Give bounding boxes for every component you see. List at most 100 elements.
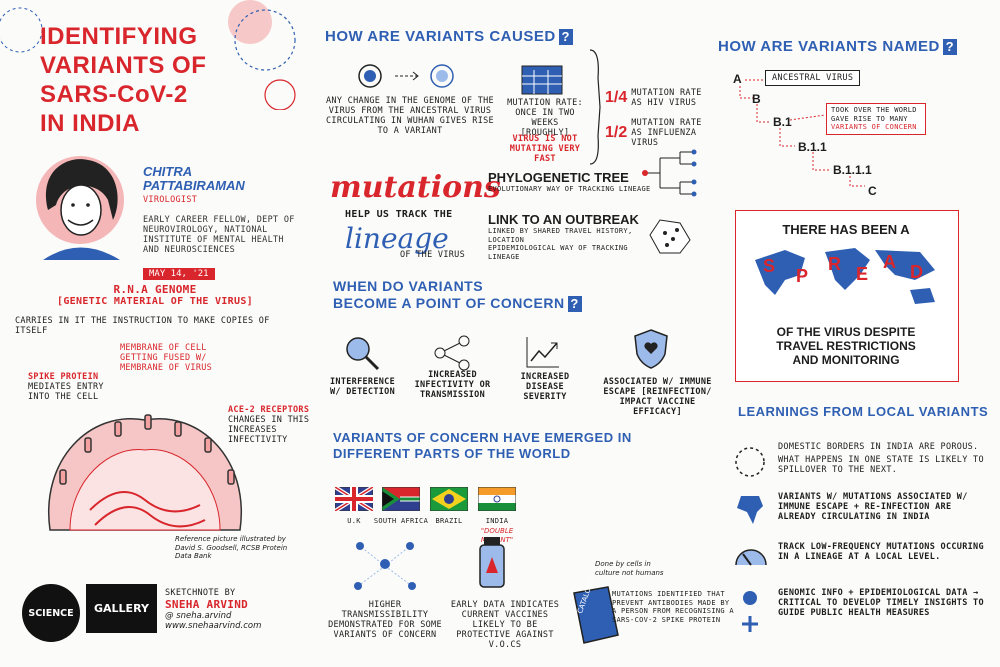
learning-1b: WHAT HAPPENS IN ONE STATE IS LIKELY TO S… — [778, 455, 984, 475]
learning-1: DOMESTIC BORDERS IN INDIA ARE POROUS. WH… — [778, 442, 990, 475]
south-africa-flag-icon — [382, 487, 420, 511]
ace2-desc: CHANGES IN THIS INCREASES INFECTIVITY — [228, 415, 310, 445]
frac1-row: 1/4 MUTATION RATE AS HIV VIRUS — [605, 88, 715, 108]
voc-text: VARIANTS OF CONCERN — [831, 123, 917, 131]
name-b111: B.1.1.1 — [833, 163, 872, 177]
brazil-flag-icon — [430, 487, 468, 511]
name-b1: B.1 — [773, 115, 792, 129]
concern-item: INCREASED INFECTIVITY OR TRANSMISSION — [414, 370, 491, 400]
done-by-note: Done by cells in culture not humans — [595, 560, 664, 577]
of-virus-text: OF THE VIRUS — [400, 250, 466, 260]
catalogue-book-icon — [573, 586, 619, 644]
phylo-tree-icon — [642, 149, 697, 197]
spread-letter: P — [796, 266, 809, 286]
rate-note: [ROUGHLY] — [520, 128, 570, 138]
credit-label: SKETCHNOTE BY — [165, 588, 236, 598]
credit-site: www.snehaarvind.com — [165, 621, 262, 631]
took-over-box: TOOK OVER THE WORLD GAVE RISE TO MANY VA… — [826, 103, 926, 135]
ace2-title: ACE-2 RECEPTORS — [228, 405, 310, 415]
concern-item: INCREASED DISEASE SEVERITY — [520, 372, 570, 402]
flag-label: SOUTH AFRICA — [373, 517, 429, 525]
bracket — [589, 49, 601, 165]
link-desc: LINKED BY SHARED TRAVEL HISTORY, LOCATIO… — [488, 227, 633, 244]
question-icon: ? — [567, 296, 582, 312]
concern-item: INTERFERENCE W/ DETECTION — [329, 377, 395, 397]
data-plus-icon — [742, 591, 758, 632]
emerged-heading-2: DIFFERENT PARTS OF THE WORLD — [333, 446, 571, 461]
spread-letter: E — [856, 264, 869, 284]
transmission-people-icon — [354, 542, 416, 590]
learnings-heading: LEARNINGS FROM LOCAL VARIANTS — [738, 404, 989, 419]
concern-heading-1: WHEN DO VARIANTS — [333, 278, 484, 294]
dashed-circle-icon — [735, 447, 765, 477]
magnifier-icon — [346, 337, 380, 371]
credit-block: SKETCHNOTE BY SNEHA ARVIND @ sneha.arvin… — [165, 588, 305, 631]
mutations-word: mutations — [330, 170, 501, 205]
gallery-logo: GALLERY — [86, 584, 157, 633]
shield-icon — [634, 329, 668, 369]
learning-4: GENOMIC INFO + EPIDEMIOLOGICAL DATA → CR… — [778, 588, 984, 618]
rna-title: R.N.A GENOME — [113, 283, 197, 296]
early-text: EARLY DATA INDICATES CURRENT VACCINES li… — [450, 600, 560, 650]
vaccine-icon — [479, 537, 505, 588]
chart-up-icon — [526, 337, 559, 368]
ace2-label: ACE-2 RECEPTORS CHANGES IN THIS INCREASE… — [228, 405, 323, 445]
uk-flag-icon — [335, 487, 373, 511]
named-heading-text: HOW ARE VARIANTS NAMED — [718, 38, 940, 55]
higher-text: HIGHER TRANSMISSIBILITY DEMONSTRATED FOR… — [328, 600, 442, 640]
name-b: B — [752, 92, 761, 106]
spike-label: SPIKE PROTEIN MEDIATES ENTRY INTO THE CE… — [28, 372, 113, 402]
rna-subtitle: [GENETIC MATERIAL OF THE VIRUS] — [57, 296, 253, 307]
network-icon — [434, 335, 470, 371]
spread-bottom-3: AND MONITORING — [792, 353, 900, 367]
question-icon: ? — [558, 29, 573, 45]
not-mutating: VIRUS IS NOT MUTATING VERY FAST — [509, 134, 581, 164]
question-icon: ? — [942, 39, 957, 55]
rate-title-text: MUTATION RATE: ONCE IN TWO WEEKS — [507, 98, 583, 128]
title-line: SARS-CoV-2 — [40, 81, 188, 108]
spike-title: SPIKE PROTEIN — [28, 372, 99, 382]
speaker-name: CHITRA — [143, 164, 193, 179]
learning-1a: DOMESTIC BORDERS IN INDIA ARE POROUS. — [778, 442, 979, 452]
caused-heading: HOW ARE VARIANTS CAUSED? — [325, 28, 573, 45]
naming-tree-lines — [739, 79, 865, 187]
gallery-logo-text: GALLERY — [94, 602, 149, 615]
link-block: LINK TO AN OUTBREAK LINKED BY SHARED TRA… — [488, 212, 663, 261]
india-flag-icon — [478, 487, 516, 511]
frac1: 1/4 — [605, 89, 628, 106]
india-map-icon — [737, 496, 763, 524]
reference-note: Reference picture illustrated by David S… — [175, 535, 288, 560]
spike-desc: MEDIATES ENTRY INTO THE CELL — [28, 382, 104, 402]
outbreak-map-icon — [649, 219, 691, 254]
speaker-name: PATTABIRAMAN — [143, 178, 245, 193]
spread-letter: D — [910, 262, 923, 282]
credit-handle: @ sneha.arvind — [165, 611, 232, 621]
speaker-info: CHITRA PATTABIRAMAN VIROLOGIST EARLY CAR… — [143, 165, 303, 280]
tree-block: PHYLOGENETIC TREE EVOLUTIONARY WAY OF TR… — [488, 170, 668, 194]
emerged-heading: VARIANTS OF CONCERN HAVE EMERGED IN DIFF… — [333, 430, 632, 462]
name-c: C — [868, 184, 877, 198]
speaker-affiliation: EARLY CAREER FELLOW, DEPT OF NEUROVIROLO… — [143, 215, 295, 255]
world-map-icon — [755, 248, 935, 304]
spread-top: THERE HAS BEEN A — [782, 222, 910, 237]
frac2: 1/2 — [605, 124, 628, 141]
title-line: IDENTIFYING — [40, 23, 198, 50]
tree-title: PHYLOGENETIC TREE — [488, 170, 629, 185]
virus-change-icon — [358, 64, 454, 88]
took-over: TOOK OVER THE WORLD — [831, 106, 917, 114]
speaker-portrait — [36, 156, 124, 260]
science-logo: SCIENCE — [22, 584, 80, 642]
help-text: HELP US TRACK THE — [345, 209, 453, 220]
link-title: LINK TO AN OUTBREAK — [488, 212, 639, 227]
caused-heading-text: HOW ARE VARIANTS CAUSED — [325, 28, 556, 45]
learning-3: TRACK LOW-FREQUENCY MUTATIONS OCCURING I… — [778, 542, 984, 562]
frac2-text: MUTATION RATE AS INFLUENZA VIRUS — [631, 118, 702, 148]
name-b11: B.1.1 — [798, 140, 827, 154]
spread-letter: A — [883, 252, 896, 272]
concern-heading-2: BECOME A POINT OF CONCERN — [333, 295, 565, 311]
spread-bottom: OF THE VIRUS DESPITE TRAVEL RESTRICTIONS… — [735, 325, 957, 367]
concern-heading: WHEN DO VARIANTS BECOME A POINT OF CONCE… — [333, 278, 582, 312]
flag-label: BRAZIL — [435, 517, 463, 525]
frac1-text: MUTATION RATE AS HIV VIRUS — [631, 88, 702, 108]
gave-rise: GAVE RISE TO MANY — [831, 114, 908, 123]
